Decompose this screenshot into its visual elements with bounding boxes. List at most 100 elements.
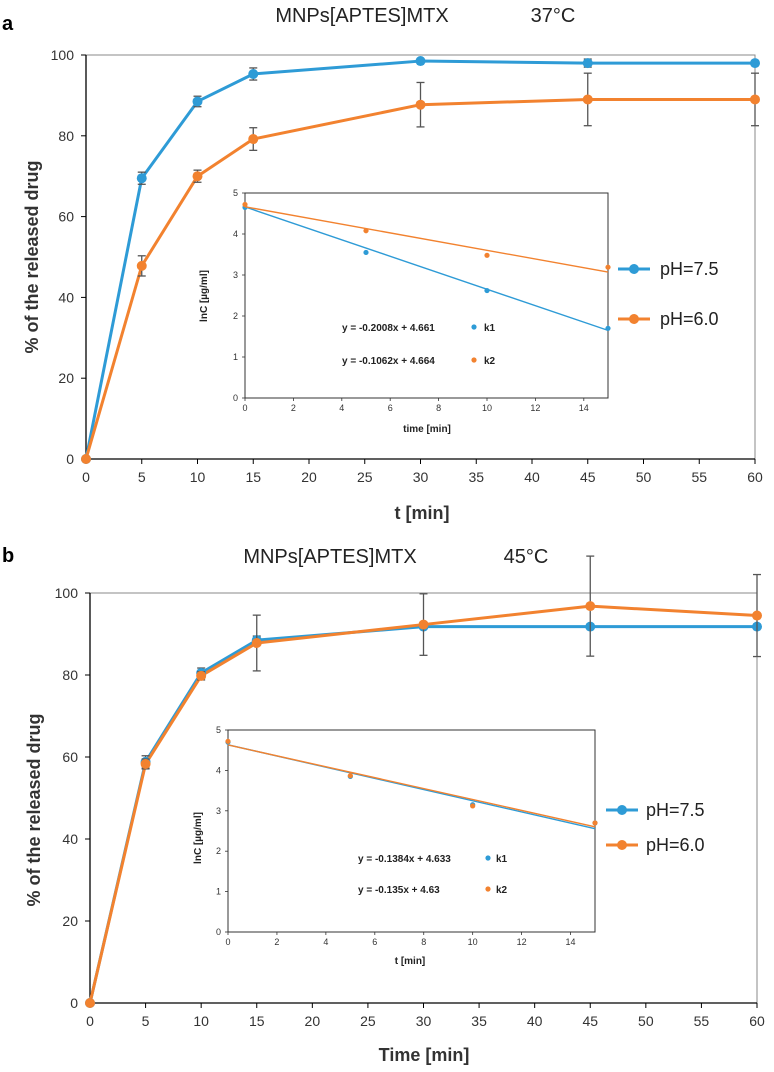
- inset-x-axis-title: time [min]: [403, 424, 451, 435]
- x-tick-label: 45: [580, 469, 596, 485]
- x-tick-label: 15: [249, 1013, 265, 1029]
- temperature-label: 37°C: [531, 5, 576, 27]
- inset-y-tick-label: 1: [216, 887, 221, 897]
- x-tick-label: 55: [694, 1013, 710, 1029]
- inset-x-axis-title: t [min]: [395, 956, 426, 967]
- inset-frame: [227, 729, 596, 933]
- k2-label: k2: [484, 356, 496, 367]
- k2-equation: y = -0.1062x + 4.664: [342, 356, 435, 367]
- inset-y-tick-label: 5: [233, 188, 238, 198]
- data-point: [192, 171, 203, 182]
- x-tick-label: 10: [190, 469, 206, 485]
- inset-y-tick-label: 5: [216, 725, 221, 735]
- inset-x-tick-label: 14: [566, 937, 576, 947]
- data-point: [85, 998, 95, 1008]
- x-tick-label: 60: [749, 1013, 765, 1029]
- k2-marker: [471, 357, 477, 363]
- inset-y-tick-label: 2: [216, 846, 221, 856]
- legend-label-ph60: pH=6.0: [660, 309, 719, 329]
- data-point: [750, 94, 760, 105]
- inset-data-point: [592, 820, 598, 826]
- k2-label: k2: [496, 885, 508, 896]
- data-point: [585, 601, 596, 612]
- data-point: [582, 94, 593, 105]
- x-tick-label: 50: [638, 1013, 654, 1029]
- y-tick-label: 20: [58, 370, 74, 386]
- x-tick-label: 50: [636, 469, 652, 485]
- inset-y-tick-label: 2: [233, 311, 238, 321]
- inset-data-point: [347, 773, 353, 779]
- legend: pH=7.5 pH=6.0: [606, 800, 705, 855]
- inset-x-tick-label: 10: [482, 403, 492, 413]
- legend-marker-ph75: [629, 264, 639, 274]
- inset-x-tick-label: 0: [242, 403, 247, 413]
- x-tick-label: 40: [527, 1013, 543, 1029]
- inset-y-tick-label: 3: [233, 270, 238, 280]
- inset-plot: t [min] lnC [µg/ml] y = -0.1384x + 4.633…: [193, 725, 598, 967]
- x-tick-label: 25: [357, 469, 373, 485]
- inset-x-tick-label: 10: [468, 937, 478, 947]
- x-tick-label: 25: [360, 1013, 376, 1029]
- k2-marker: [485, 886, 491, 892]
- inset-y-tick-label: 3: [216, 806, 221, 816]
- legend-marker-ph60: [617, 840, 627, 850]
- x-tick-label: 0: [86, 1013, 94, 1029]
- x-tick-label: 35: [468, 469, 484, 485]
- inset-data-point: [484, 287, 490, 294]
- y-tick-label: 40: [62, 831, 78, 847]
- inset-y-tick-label: 0: [216, 927, 221, 937]
- inset-data-point: [242, 201, 248, 208]
- panel-b: b MNPs[APTES]MTX 45°C Time [min] % of th…: [2, 545, 765, 1065]
- inset-y-tick-label: 0: [233, 393, 238, 403]
- y-tick-label: 0: [70, 995, 78, 1011]
- inset-y-tick-label: 4: [216, 765, 221, 775]
- data-point: [81, 454, 91, 464]
- legend-label-ph60: pH=6.0: [646, 835, 705, 855]
- inset-data-point: [363, 249, 369, 256]
- data-point: [582, 58, 593, 69]
- x-axis-title: t [min]: [395, 503, 450, 523]
- data-point: [192, 96, 203, 107]
- inset-data-point: [605, 325, 611, 331]
- k1-marker: [471, 324, 477, 330]
- x-tick-label: 35: [471, 1013, 487, 1029]
- inset-x-tick-label: 4: [323, 937, 328, 947]
- x-tick-label: 45: [582, 1013, 598, 1029]
- inset-x-tick-label: 4: [339, 403, 344, 413]
- data-point: [750, 58, 760, 69]
- x-tick-label: 20: [305, 1013, 321, 1029]
- y-tick-label: 60: [62, 749, 78, 765]
- data-point: [415, 56, 426, 67]
- inset-frame: [244, 192, 609, 399]
- y-tick-label: 100: [51, 47, 75, 63]
- inset-x-tick-label: 2: [274, 937, 279, 947]
- x-tick-label: 5: [142, 1013, 150, 1029]
- data-point: [140, 758, 151, 769]
- fit-line: [244, 206, 609, 332]
- inset-x-tick-label: 6: [372, 937, 377, 947]
- panel-label: b: [2, 545, 14, 567]
- legend-marker-ph75: [617, 805, 627, 815]
- panel-label: a: [2, 13, 14, 35]
- inset-y-axis-title: lnC [µg/ml]: [199, 270, 210, 322]
- k2-equation: y = -0.135x + 4.63: [358, 885, 440, 896]
- inset-data-point: [605, 264, 611, 270]
- inset-y-tick-label: 1: [233, 352, 238, 362]
- data-point: [418, 619, 429, 630]
- inset-data-point: [484, 252, 490, 258]
- y-tick-label: 60: [58, 209, 74, 225]
- k1-equation: y = -0.2008x + 4.661: [342, 323, 435, 334]
- data-point: [248, 134, 259, 145]
- data-point: [136, 173, 147, 184]
- x-tick-label: 30: [413, 469, 429, 485]
- data-point: [136, 260, 147, 271]
- inset-data-point: [363, 228, 369, 234]
- x-axis-title: Time [min]: [379, 1045, 470, 1065]
- k1-equation: y = -0.1384x + 4.633: [358, 854, 451, 865]
- x-tick-label: 60: [747, 469, 763, 485]
- legend-label-ph75: pH=7.5: [660, 259, 719, 279]
- inset-x-tick-label: 12: [517, 937, 527, 947]
